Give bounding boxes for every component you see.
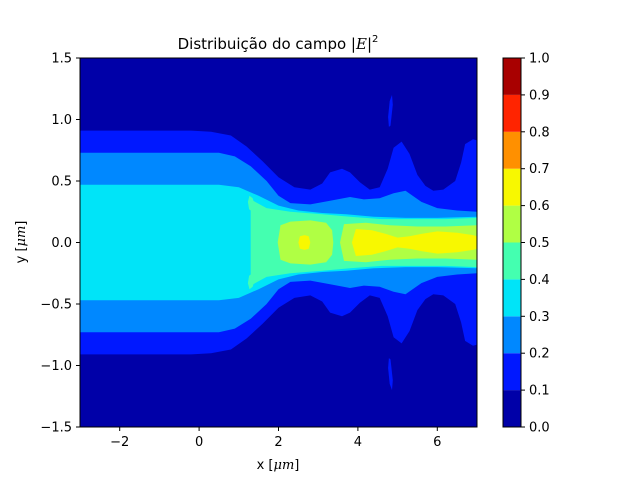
colorbar-tick-label: 0.0 <box>529 421 550 436</box>
colorbar-segment <box>503 168 521 206</box>
y-axis: −1.5 −1.0 −0.5 0.0 0.5 1.0 1.5 <box>40 52 80 436</box>
y-tick-label: 1.5 <box>51 52 72 67</box>
y-tick-label: 0.0 <box>51 236 72 251</box>
y-tick-label: −1.0 <box>40 359 72 374</box>
x-tick-label: 6 <box>433 435 441 450</box>
x-axis-label-suffix: ] <box>294 458 299 473</box>
y-tick-label: 0.5 <box>51 175 72 190</box>
colorbar-tick-label: 0.4 <box>529 273 550 288</box>
colorbar-segment <box>503 390 521 427</box>
x-tick-label: 4 <box>354 435 362 450</box>
contour-region-11 <box>351 229 477 256</box>
contour-fill-layer <box>80 94 477 391</box>
x-axis-label: x [μm] <box>257 458 300 473</box>
colorbar-tick-label: 0.9 <box>529 88 550 103</box>
colorbar-segment <box>503 353 521 391</box>
y-axis-label-unit: μm <box>14 226 29 247</box>
x-tick-label: 2 <box>274 435 282 450</box>
y-tick-label: −1.5 <box>40 421 72 436</box>
colorbar-segment <box>503 316 521 354</box>
contour-region-10 <box>298 235 311 250</box>
x-axis: −2 0 2 4 6 <box>110 427 441 450</box>
chart-title: Distribuição do campo |E|2 <box>178 34 379 53</box>
chart-title-close: | <box>367 35 372 53</box>
y-axis-label-prefix: y [ <box>14 246 29 263</box>
chart-title-variable: E <box>355 35 367 53</box>
x-tick-label: 0 <box>195 435 203 450</box>
colorbar-segment <box>503 242 521 280</box>
colorbar-tick-label: 0.2 <box>529 347 550 362</box>
y-axis-label-suffix: ] <box>14 221 29 226</box>
x-axis-label-prefix: x [ <box>257 458 274 473</box>
y-tick-label: −0.5 <box>40 298 72 313</box>
y-axis-label: y [μm] <box>14 221 29 264</box>
colorbar-tick-label: 0.6 <box>529 199 550 214</box>
colorbar: 0.0 0.1 0.2 0.3 0.4 0.5 0.6 0.7 0.8 0.9 1.0 <box>502 52 550 436</box>
colorbar-segment <box>503 94 521 132</box>
y-tick-label: 1.0 <box>51 113 72 128</box>
contour-region-7 <box>247 273 255 290</box>
colorbar-segment <box>503 58 521 95</box>
colorbar-segment <box>503 279 521 317</box>
colorbar-tick-label: 0.5 <box>529 236 550 251</box>
colorbar-tick-label: 0.7 <box>529 162 550 177</box>
chart-title-exponent: 2 <box>372 34 378 45</box>
colorbar-tick-label: 0.8 <box>529 125 550 140</box>
contour-region-2 <box>388 358 393 391</box>
x-axis-label-unit: μm <box>274 458 295 473</box>
colorbar-tick-label: 1.0 <box>529 52 550 67</box>
chart-title-text: Distribuição do campo | <box>178 35 356 53</box>
colorbar-segment <box>503 205 521 243</box>
colorbar-segment <box>503 131 521 169</box>
contour-region-1 <box>388 94 393 127</box>
x-tick-label: −2 <box>110 435 129 450</box>
colorbar-tick-label: 0.3 <box>529 310 550 325</box>
plot-area <box>79 57 478 428</box>
colorbar-tick-label: 0.1 <box>529 384 550 399</box>
contour-region-6 <box>247 195 255 212</box>
